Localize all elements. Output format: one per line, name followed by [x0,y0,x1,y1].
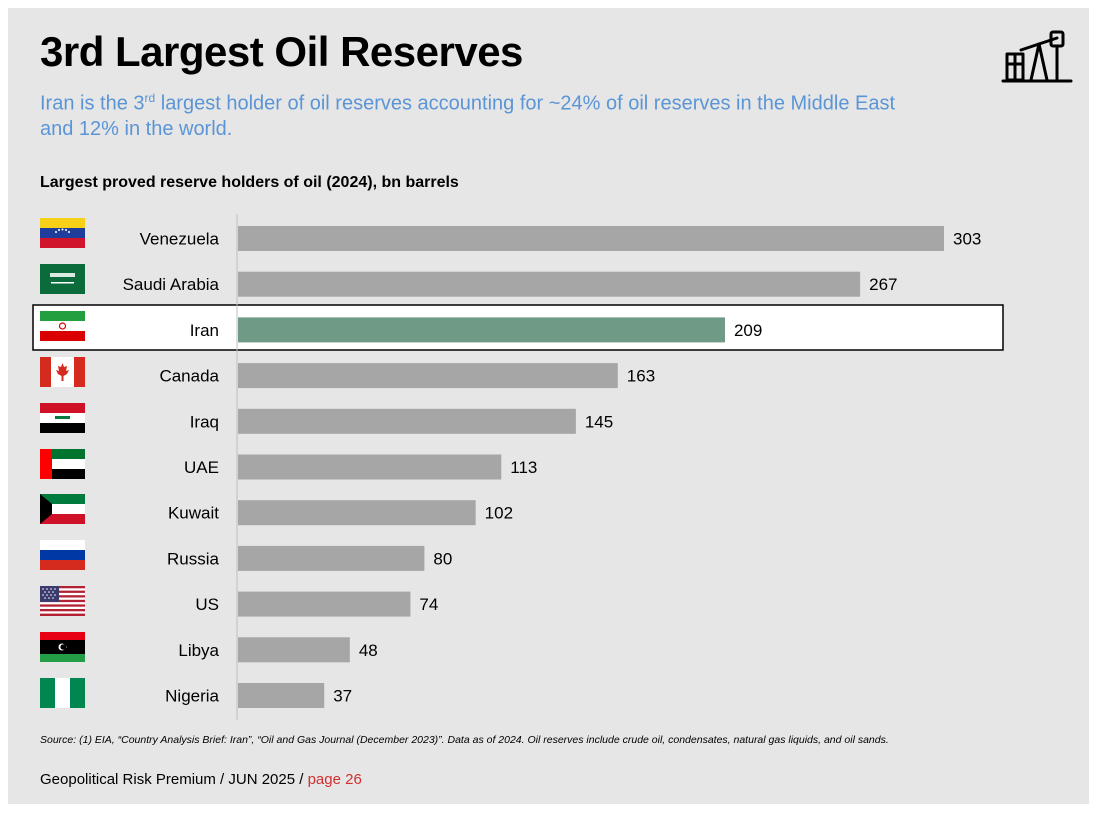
bar-venezuela [238,226,944,251]
bar-saudi-arabia [238,271,861,297]
value-label-uae: 113 [510,458,537,477]
bars-group [238,226,944,708]
saudi-arabia-flag-icon [40,264,85,294]
bar-kuwait [238,500,476,526]
uae-flag-icon [40,449,85,479]
oil-pump-icon [1001,30,1073,83]
russia-flag-icon [40,540,85,570]
category-label-russia: Russia [167,549,220,568]
value-label-canada: 163 [627,367,655,386]
value-label-kuwait: 102 [485,504,513,523]
source-note: Source: (1) EIA, “Country Analysis Brief… [40,734,889,746]
bar-chart: 303 Venezuela 267 Saudi Arabia 209 Iran 163 Can… [32,214,1004,720]
subtitle-superscript: rd [144,91,156,105]
bar-nigeria [238,683,325,708]
category-label-kuwait: Kuwait [168,504,219,523]
iraq-flag-icon [40,403,85,433]
bar-uae [238,454,502,480]
us-flag-icon [40,586,85,616]
category-label-iraq: Iraq [190,412,219,431]
value-label-iraq: 145 [585,412,613,431]
category-label-iran: Iran [190,321,219,340]
venezuela-flag-icon [40,218,85,248]
libya-flag-icon [40,632,85,662]
category-label-canada: Canada [159,367,219,386]
value-label-us: 74 [419,595,438,614]
subtitle: Iran is the 3rd largest holder of oil re… [40,86,920,142]
bar-russia [238,545,425,571]
category-label-saudi-arabia: Saudi Arabia [123,275,220,294]
subtitle-part-1: Iran is the 3 [40,92,145,115]
value-label-saudi-arabia: 267 [869,275,897,294]
nigeria-flag-icon [40,678,85,708]
category-label-us: US [195,595,219,614]
subtitle-part-2: largest holder of oil reserves accountin… [40,92,896,140]
labels-group: 303 Venezuela 267 Saudi Arabia 209 Iran 163 Can… [123,230,982,706]
value-label-nigeria: 37 [333,687,352,706]
value-label-venezuela: 303 [953,230,981,249]
bar-libya [238,637,350,663]
value-label-russia: 80 [433,549,452,568]
slide: 3rd Largest Oil Reserves Iran is the 3rd… [8,8,1089,804]
category-label-venezuela: Venezuela [140,230,220,249]
category-label-nigeria: Nigeria [165,687,219,706]
footer: Geopolitical Risk Premium / JUN 2025 / p… [40,771,362,788]
canada-flag-icon [40,357,85,387]
value-label-iran: 209 [734,321,762,340]
value-label-libya: 48 [359,641,378,660]
chart-title: Largest proved reserve holders of oil (2… [40,174,459,191]
bar-iran [238,317,725,343]
iran-flag-icon [40,311,85,341]
footer-report: Geopolitical Risk Premium / JUN 2025 / [40,771,308,788]
category-label-libya: Libya [178,641,219,660]
kuwait-flag-icon [40,494,85,524]
bar-us [238,591,411,617]
page-number-link[interactable]: page 26 [307,771,362,788]
bar-canada [238,363,618,389]
category-label-uae: UAE [184,458,219,477]
page-title: 3rd Largest Oil Reserves [40,28,523,75]
bar-iraq [238,408,576,434]
